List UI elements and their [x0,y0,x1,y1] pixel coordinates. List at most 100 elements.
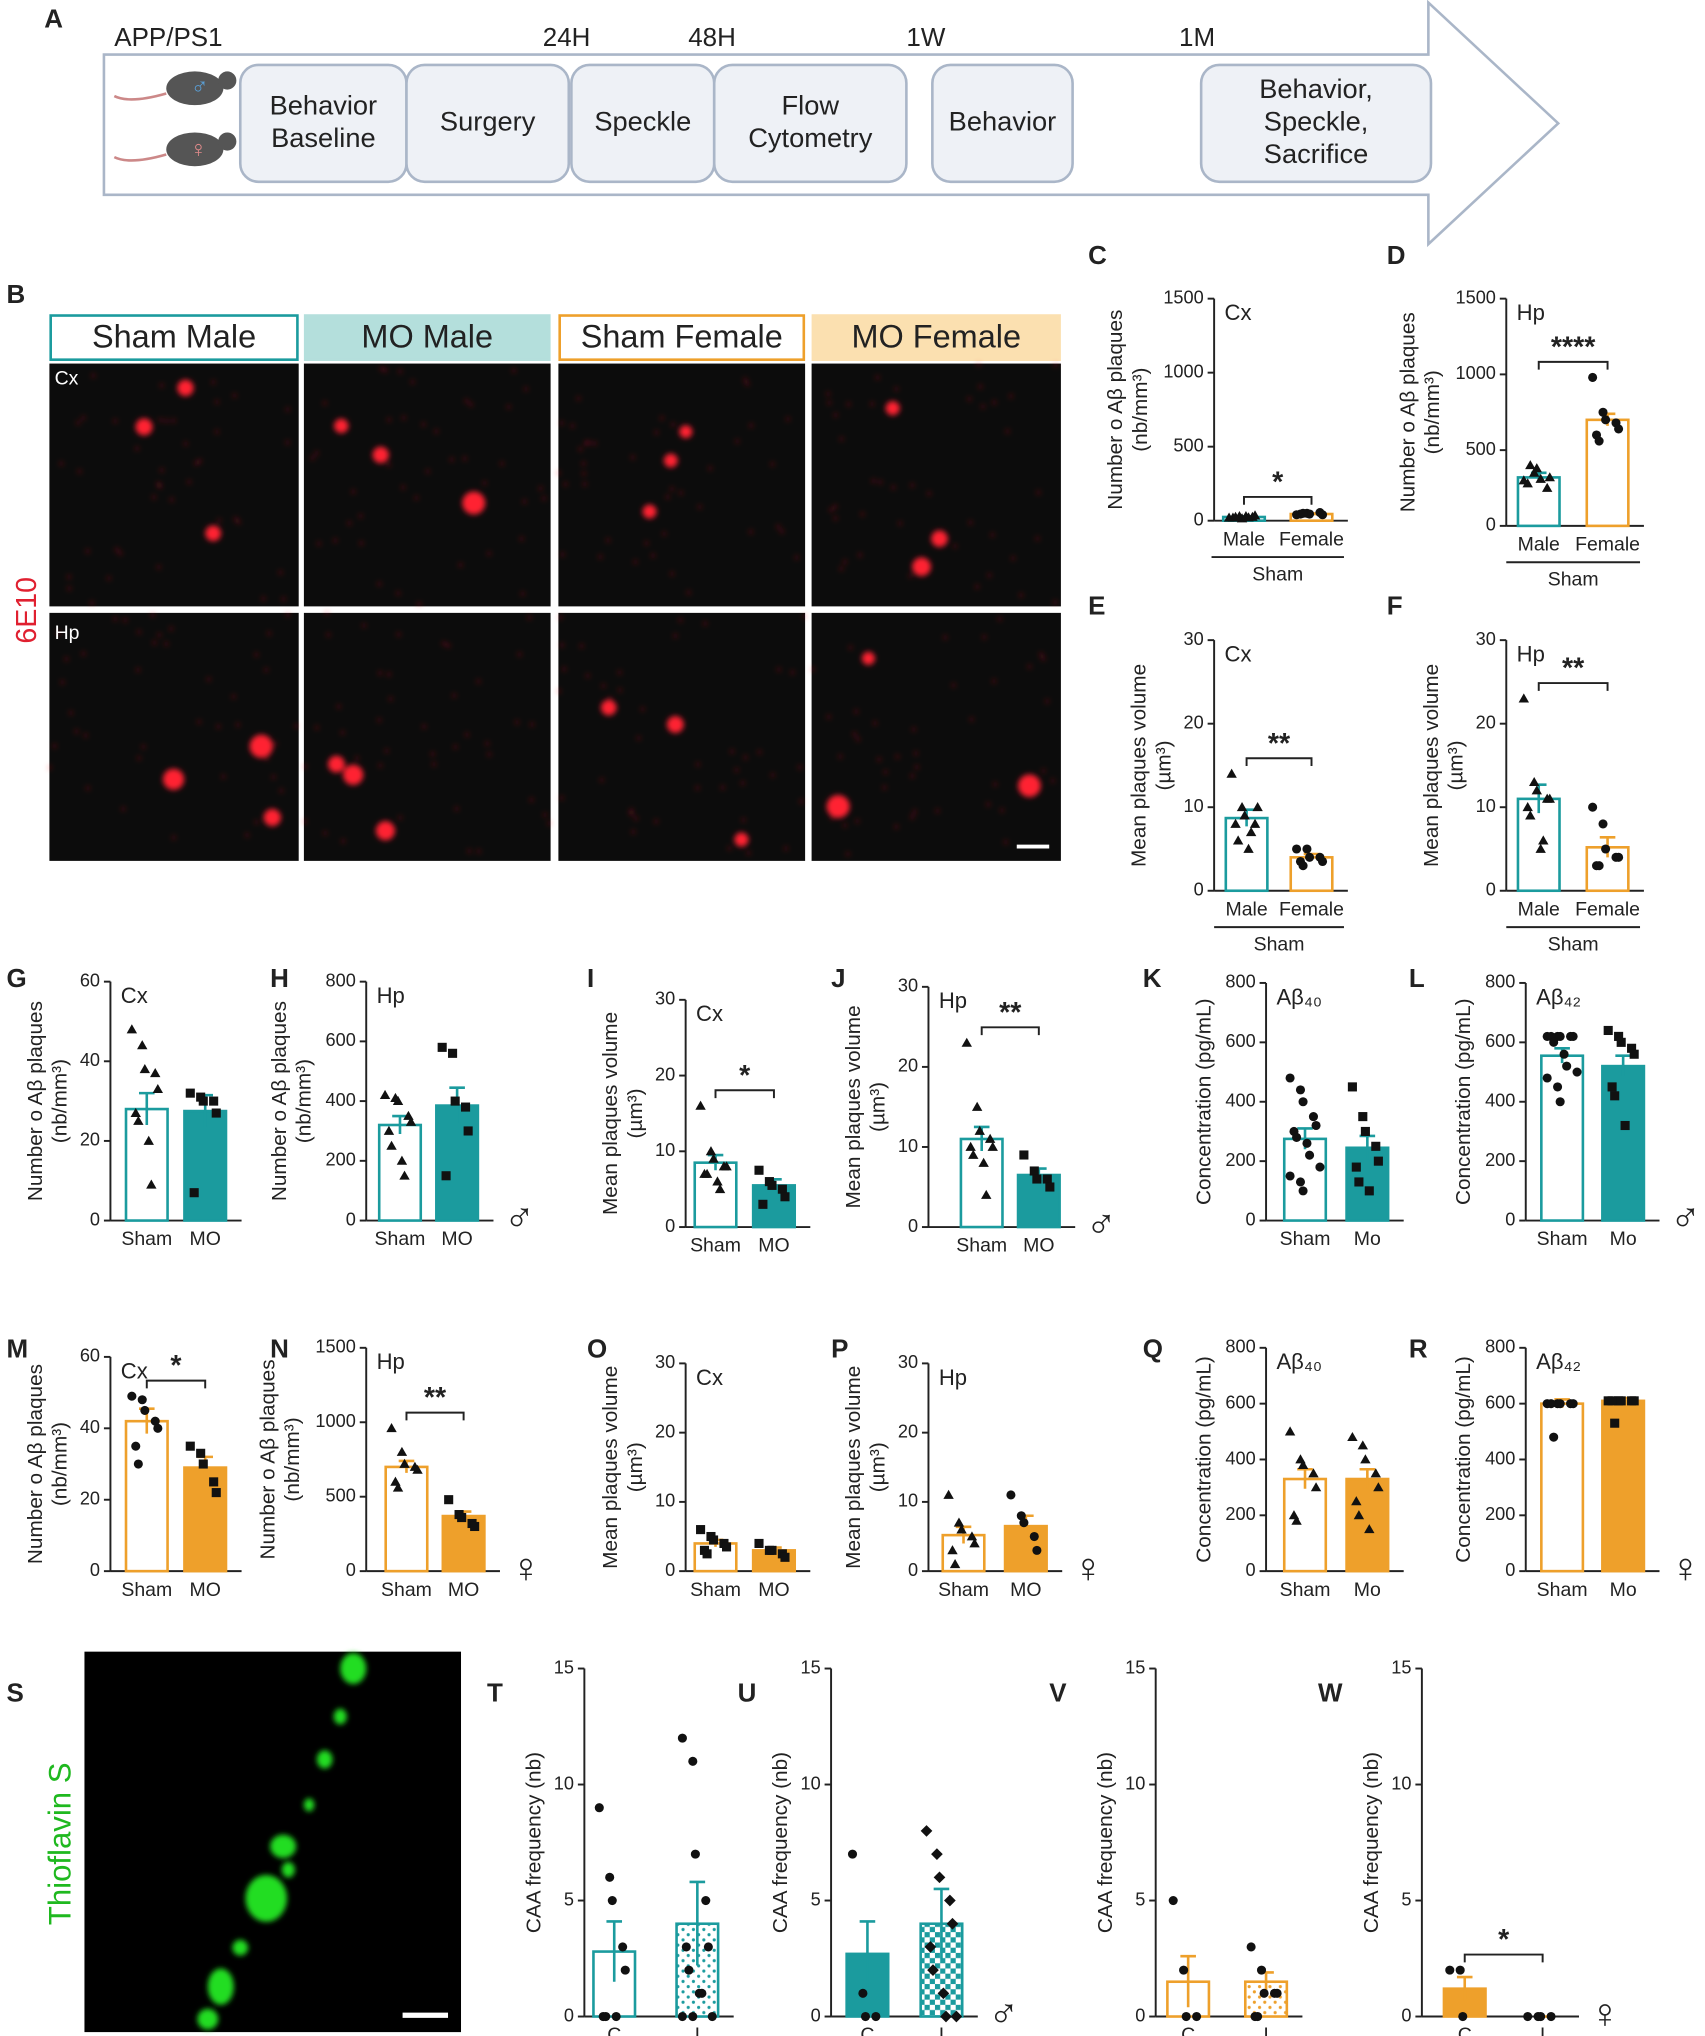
data-point [1553,1082,1563,1092]
data-point [1373,1482,1384,1492]
y-tick-label: 5 [1135,1889,1145,1909]
data-point [470,1521,480,1532]
y-tick-label: 400 [1225,1448,1255,1468]
data-point [1302,844,1312,854]
x-tick-label: Female [1575,533,1640,555]
y-tick-label: 10 [1125,1773,1145,1793]
x-tick-label: Sham [381,1579,432,1601]
step-box [712,63,908,184]
data-point [396,1446,408,1456]
step-label: Speckle [594,106,691,137]
data-point [1192,2011,1202,2022]
y-tick-label: 10 [655,1140,675,1160]
significance-bracket [714,1089,775,1099]
data-point [1252,802,1263,812]
y-tick-label: 500 [326,1485,356,1505]
data-point [709,1535,719,1545]
y-axis-title: (nb/mm³) [1421,370,1444,454]
data-point [943,1489,954,1499]
x-tick-label: MO [190,1228,221,1250]
data-point [1291,1515,1302,1525]
y-tick-label: 0 [1486,880,1496,900]
mice-icon: ♂ ♀ [113,71,237,167]
data-point [1364,1524,1375,1534]
y-tick-label: 500 [1466,439,1496,459]
data-point [931,1848,943,1860]
data-point [448,1048,458,1058]
region-label: Aβ₄₂ [1536,984,1581,1009]
data-point [688,2011,698,2022]
significance-label: * [1498,1924,1510,1956]
significance-label: ** [999,997,1022,1029]
data-point [140,1405,150,1416]
significance-bracket [1537,682,1609,691]
y-tick-label: 60 [80,970,100,990]
data-point [1181,2011,1191,2022]
data-point [871,2011,881,2022]
bar-chart: M 0 20 40 60 Number o Aβ plaques (nb/mm³) Cx Sha… [7,1333,242,1601]
data-point [133,1115,144,1125]
panel-letter: R [1409,1333,1428,1363]
data-point [1616,1396,1626,1406]
data-point [1523,2011,1533,2022]
error-bar [392,1114,408,1134]
bar [959,1137,1004,1229]
data-point [981,1189,992,1199]
stain-label: Thioflavin S [43,1762,78,1925]
step-label: Surgery [440,106,536,137]
data-point [937,1987,950,2000]
step-label: Speckle, [1264,106,1369,137]
y-tick-label: 0 [1246,1209,1256,1229]
y-axis-title: (µm³) [867,1442,890,1492]
step-label: Cytometry [748,122,873,153]
y-tick-label: 400 [1225,1091,1255,1111]
data-point [1310,1482,1322,1492]
y-tick-label: 600 [1485,1031,1515,1051]
y-tick-label: 0 [1246,1560,1256,1580]
y-axis-title: (nb/mm³) [1129,368,1152,452]
data-point [1253,2011,1263,2022]
significance-bracket [980,1026,1040,1036]
data-point [1538,835,1549,845]
data-point [143,1135,154,1145]
data-point [1607,1082,1617,1092]
data-point [152,1083,164,1094]
x-tick-label: I [695,2024,700,2036]
data-point [1544,793,1555,803]
y-tick-label: 0 [346,1560,356,1580]
y-tick-label: 0 [1194,509,1204,529]
data-point [130,1107,141,1117]
data-point [1601,415,1611,425]
data-point [457,1513,467,1523]
y-axis-title: Mean plaques volume [599,1012,622,1215]
panel-letter: D [1387,240,1406,270]
x-tick-label: MO [1023,1235,1054,1257]
data-point [386,1423,397,1433]
y-tick-label: 40 [80,1417,100,1437]
y-tick-label: 30 [655,1352,675,1372]
y-tick-label: 15 [554,1657,574,1677]
data-point [1285,1171,1295,1181]
micrograph [303,363,551,607]
y-axis-title: Concentration (pg/mL) [1193,998,1216,1205]
y-axis-title: (µm³) [624,1088,647,1138]
data-point [1601,844,1611,854]
significance-label: **** [1551,331,1596,363]
y-axis-title: Number o Aβ plaques [1396,312,1419,512]
data-point [688,1756,698,1766]
data-point [705,1146,717,1156]
data-point [209,1096,219,1106]
y-axis-title: (µm³) [867,1082,890,1132]
data-point [1458,2011,1468,2022]
panel-letter: Q [1143,1333,1163,1363]
data-point [1616,1037,1626,1047]
data-point [1610,1418,1620,1428]
y-tick-label: 600 [1485,1392,1515,1412]
y-tick-label: 0 [665,1560,675,1580]
y-tick-label: 10 [898,1491,918,1511]
panel-letter: V [1049,1677,1067,1707]
data-point [1555,1097,1565,1107]
data-point [946,1917,959,1930]
